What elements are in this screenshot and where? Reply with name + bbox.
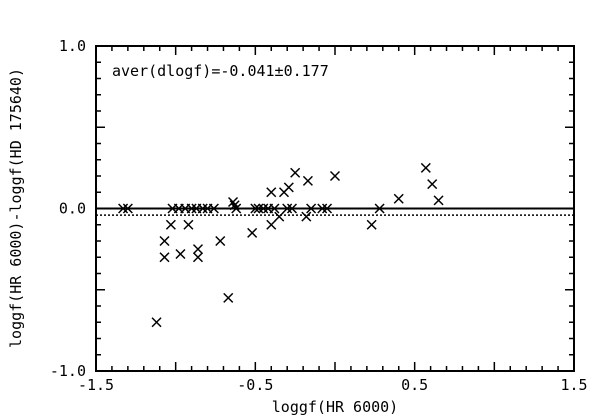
data-point-x-marker xyxy=(420,162,431,173)
data-point-x-marker xyxy=(250,203,261,214)
data-point-x-marker xyxy=(253,203,264,214)
data-point-x-marker xyxy=(151,317,162,328)
data-point-x-marker xyxy=(301,211,312,222)
reference-lines xyxy=(96,207,574,216)
data-point-x-marker xyxy=(165,219,176,230)
data-point-x-marker xyxy=(427,179,438,190)
data-point-x-marker xyxy=(183,219,194,230)
x-tick-label: -1.5 xyxy=(78,376,114,394)
data-point-x-marker xyxy=(186,203,197,214)
data-point-x-marker xyxy=(393,193,404,204)
data-point-x-marker xyxy=(302,175,313,186)
data-point-x-marker xyxy=(306,203,317,214)
data-point-x-marker xyxy=(118,203,129,214)
data-point-x-marker xyxy=(159,252,170,263)
data-point-x-marker xyxy=(266,187,277,198)
data-point-x-marker xyxy=(266,219,277,230)
data-point-x-marker xyxy=(258,203,269,214)
data-points xyxy=(118,162,444,328)
data-point-x-marker xyxy=(290,167,301,178)
data-point-x-marker xyxy=(231,203,242,214)
data-point-x-marker xyxy=(229,200,240,211)
y-tick-label: -1.0 xyxy=(50,362,86,380)
x-tick-label: -0.5 xyxy=(237,376,273,394)
data-point-x-marker xyxy=(215,235,226,247)
data-point-x-marker xyxy=(227,196,239,208)
data-point-x-marker xyxy=(159,235,170,247)
data-point-x-marker xyxy=(366,219,377,230)
data-point-x-marker xyxy=(274,211,285,222)
data-point-x-marker xyxy=(286,203,298,214)
data-point-x-marker xyxy=(329,170,341,182)
x-tick-label: 1.5 xyxy=(560,376,587,394)
data-point-x-marker xyxy=(223,292,234,303)
y-tick-label: 0.0 xyxy=(59,200,86,218)
data-point-x-marker xyxy=(269,203,280,214)
data-point-x-marker xyxy=(283,182,294,193)
x-tick-label: 0.5 xyxy=(401,376,428,394)
data-point-x-marker xyxy=(282,203,293,214)
data-point-x-marker xyxy=(192,252,204,263)
data-point-x-marker xyxy=(208,203,219,214)
y-axis-label: loggf(HR 6000)-loggf(HD 175640) xyxy=(7,68,25,348)
data-point-x-marker xyxy=(322,203,333,214)
y-tick-label: 1.0 xyxy=(59,37,86,55)
data-point-x-marker xyxy=(433,195,444,206)
data-point-x-marker xyxy=(175,248,186,260)
data-point-x-marker xyxy=(122,203,133,214)
data-point-x-marker xyxy=(197,203,208,214)
tick-labels: -1.5 -0.5 0.5 1.5 -1.0 0.0 1.0 xyxy=(50,37,588,394)
data-point-x-marker xyxy=(317,203,328,214)
data-point-x-marker xyxy=(374,203,385,214)
data-point-x-marker xyxy=(192,244,204,255)
data-point-x-marker xyxy=(247,227,258,238)
average-annotation: aver(dlogf)=-0.041±0.177 xyxy=(112,62,329,80)
x-axis-label: loggf(HR 6000) xyxy=(272,398,398,416)
